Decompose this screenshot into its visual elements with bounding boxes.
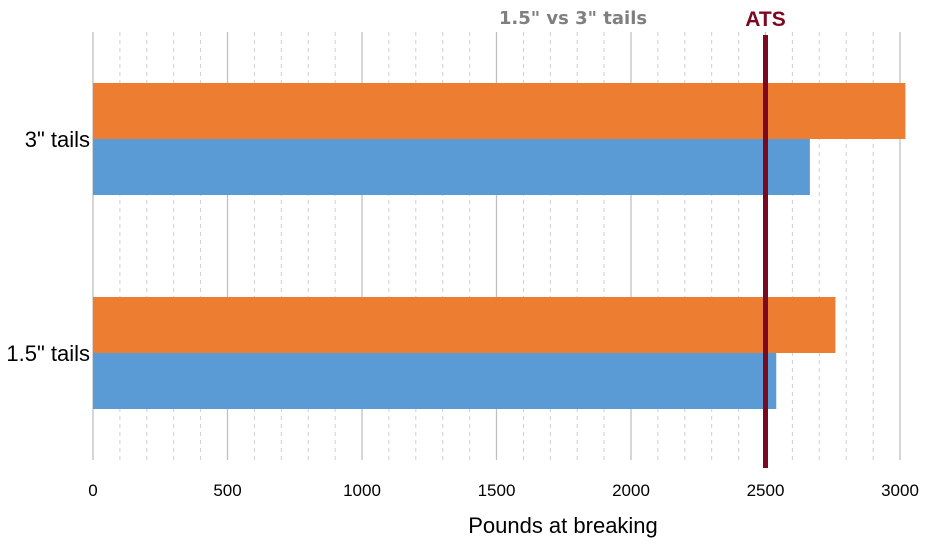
x-tick-label: 0 <box>88 481 97 500</box>
x-tick-label: 3000 <box>881 481 919 500</box>
category-label: 3" tails <box>25 127 90 152</box>
reference-line-label: ATS <box>745 8 785 31</box>
x-tick-label: 1500 <box>478 481 516 500</box>
bars <box>93 83 906 409</box>
bar <box>93 353 777 409</box>
category-label: 1.5" tails <box>6 341 90 366</box>
x-tick-label: 2000 <box>612 481 650 500</box>
x-tick-label: 2500 <box>747 481 785 500</box>
chart-title: 1.5" vs 3" tails <box>499 8 647 29</box>
y-axis-categories: 3" tails 1.5" tails <box>6 127 90 366</box>
bar <box>93 139 810 195</box>
x-tick-label: 500 <box>213 481 241 500</box>
x-axis-label: Pounds at breaking <box>468 513 658 538</box>
reference-line-group: ATS <box>745 8 786 468</box>
bar <box>93 297 836 353</box>
x-tick-label: 1000 <box>343 481 381 500</box>
x-axis-ticks: 0 500 1000 1500 2000 2500 3000 <box>88 481 919 500</box>
bar <box>93 83 906 139</box>
